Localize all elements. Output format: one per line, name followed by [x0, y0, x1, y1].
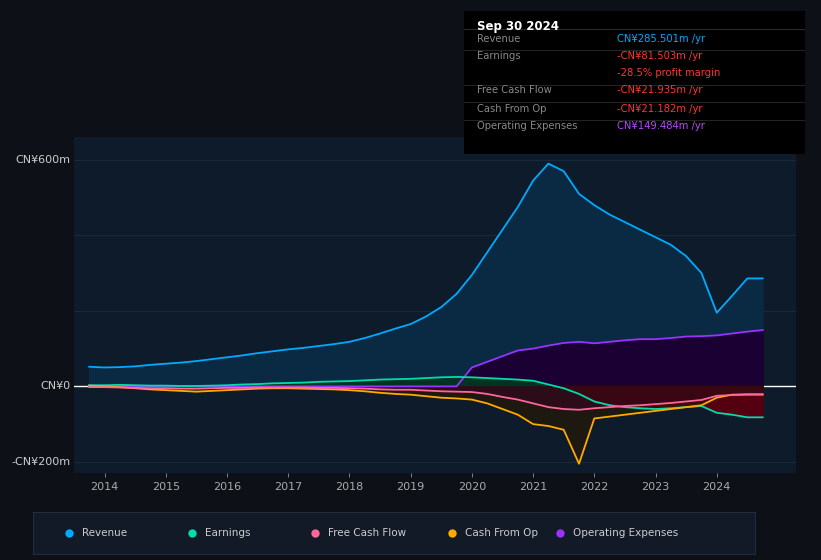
Text: Cash From Op: Cash From Op [465, 529, 538, 538]
Text: Revenue: Revenue [478, 34, 521, 44]
Text: Operating Expenses: Operating Expenses [573, 529, 678, 538]
Text: Cash From Op: Cash From Op [478, 104, 547, 114]
Text: Earnings: Earnings [204, 529, 250, 538]
Text: CN¥600m: CN¥600m [16, 155, 71, 165]
Text: -CN¥200m: -CN¥200m [11, 457, 71, 467]
Text: Sep 30 2024: Sep 30 2024 [478, 20, 559, 33]
Text: CN¥149.484m /yr: CN¥149.484m /yr [617, 121, 705, 131]
Text: -CN¥21.935m /yr: -CN¥21.935m /yr [617, 86, 703, 95]
Text: CN¥285.501m /yr: CN¥285.501m /yr [617, 34, 705, 44]
Text: Free Cash Flow: Free Cash Flow [328, 529, 406, 538]
Text: -28.5% profit margin: -28.5% profit margin [617, 68, 721, 78]
Text: CN¥0: CN¥0 [40, 381, 71, 391]
Text: Revenue: Revenue [82, 529, 127, 538]
Text: Free Cash Flow: Free Cash Flow [478, 86, 553, 95]
Text: Operating Expenses: Operating Expenses [478, 121, 578, 131]
Text: -CN¥81.503m /yr: -CN¥81.503m /yr [617, 51, 703, 61]
Text: -CN¥21.182m /yr: -CN¥21.182m /yr [617, 104, 703, 114]
Text: Earnings: Earnings [478, 51, 521, 61]
